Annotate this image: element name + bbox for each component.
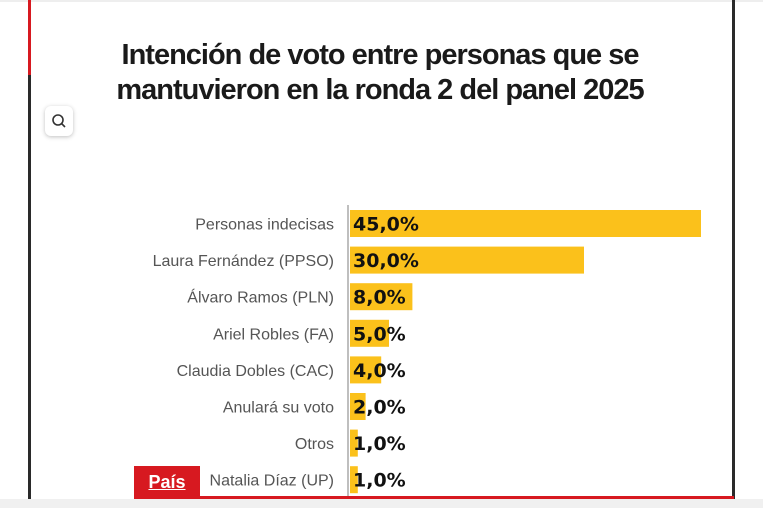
bar [350, 429, 358, 457]
category-label: Personas indecisas [195, 217, 334, 234]
data-label: 8,0% [353, 287, 406, 309]
bar [350, 210, 701, 237]
category-label: Claudia Dobles (CAC) [177, 363, 334, 380]
data-label: 45,0% [353, 214, 419, 236]
bar [350, 246, 584, 274]
category-label: Otros [295, 436, 334, 453]
data-label: 5,0% [353, 323, 406, 345]
bar [350, 466, 358, 494]
data-label: 1,0% [353, 470, 406, 492]
frame-top [0, 0, 763, 2]
search-button[interactable] [45, 106, 73, 136]
bottom-red-rule [134, 496, 734, 499]
bar [350, 283, 413, 311]
bottom-strip [0, 499, 763, 508]
category-label: Laura Fernández (PPSO) [153, 253, 334, 270]
frame-left-border [28, 75, 31, 508]
category-label: Natalia Díaz (UP) [210, 473, 334, 490]
bar [350, 393, 366, 420]
data-label: 30,0% [353, 250, 419, 272]
search-icon [52, 114, 66, 128]
frame-accent-red [28, 0, 31, 75]
bar [350, 319, 389, 347]
bar [350, 356, 382, 384]
category-label: Álvaro Ramos (PLN) [187, 288, 334, 307]
frame-right-border [732, 0, 735, 500]
data-label: 4,0% [353, 360, 406, 382]
data-label: 2,0% [353, 397, 406, 419]
data-label: 1,0% [353, 433, 406, 455]
chart-title: Intención de voto entre personas que se … [116, 39, 644, 106]
category-label: Ariel Robles (FA) [213, 326, 334, 343]
category-label: Anulará su voto [223, 400, 334, 417]
section-tab-pais[interactable]: País [134, 466, 200, 498]
